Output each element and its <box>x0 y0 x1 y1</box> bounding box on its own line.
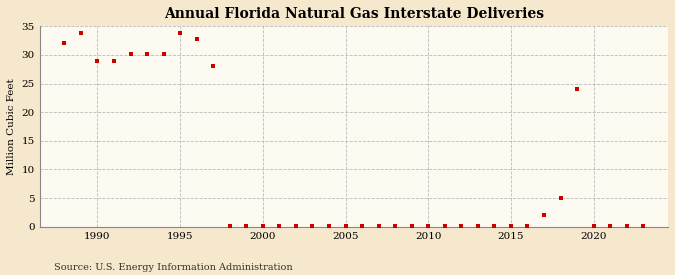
Point <box>489 224 500 228</box>
Point <box>621 224 632 228</box>
Point <box>191 37 202 42</box>
Point <box>456 224 466 228</box>
Point <box>76 31 86 35</box>
Point <box>274 223 285 228</box>
Point <box>522 224 533 228</box>
Point <box>59 41 70 46</box>
Point <box>555 196 566 200</box>
Y-axis label: Million Cubic Feet: Million Cubic Feet <box>7 78 16 175</box>
Point <box>423 224 433 228</box>
Point <box>241 224 252 228</box>
Point <box>506 224 516 228</box>
Point <box>588 223 599 228</box>
Point <box>340 224 351 228</box>
Point <box>439 224 450 228</box>
Point <box>638 224 649 228</box>
Point <box>257 224 268 228</box>
Point <box>109 58 119 63</box>
Point <box>142 52 153 56</box>
Text: Source: U.S. Energy Information Administration: Source: U.S. Energy Information Administ… <box>54 263 293 272</box>
Title: Annual Florida Natural Gas Interstate Deliveries: Annual Florida Natural Gas Interstate De… <box>164 7 544 21</box>
Point <box>323 224 334 228</box>
Point <box>208 64 219 68</box>
Point <box>307 223 318 228</box>
Point <box>224 223 235 228</box>
Point <box>605 224 616 228</box>
Point <box>472 224 483 228</box>
Point <box>406 224 417 228</box>
Point <box>92 58 103 63</box>
Point <box>373 224 384 228</box>
Point <box>175 31 186 35</box>
Point <box>290 224 301 228</box>
Point <box>389 224 400 228</box>
Point <box>125 52 136 56</box>
Point <box>572 87 583 92</box>
Point <box>356 224 367 228</box>
Point <box>158 52 169 56</box>
Point <box>539 213 549 218</box>
